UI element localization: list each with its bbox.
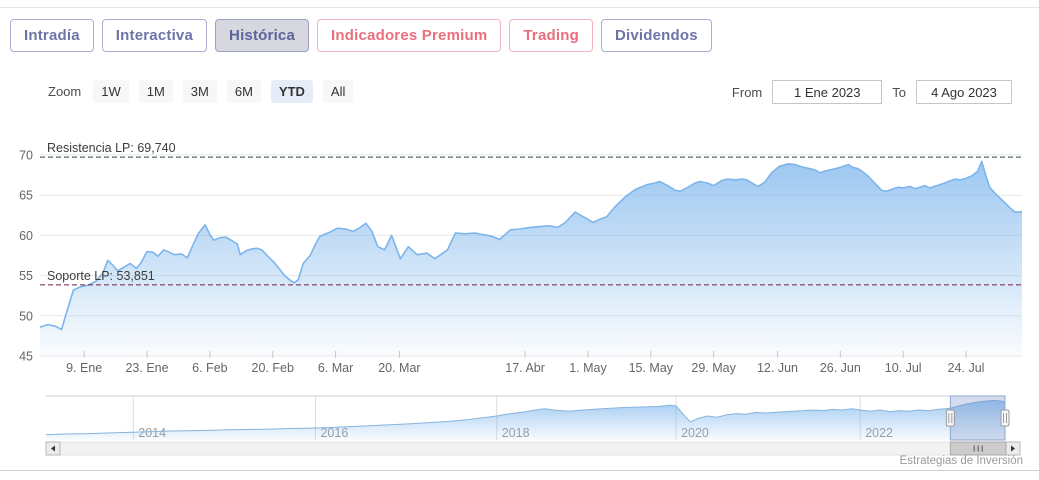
x-axis-label: 9. Ene: [66, 361, 102, 375]
x-axis-label: 24. Jul: [948, 361, 985, 375]
x-axis-label: 20. Mar: [378, 361, 420, 375]
navigator-handle-right[interactable]: [1000, 409, 1010, 427]
tab-dividendos[interactable]: Dividendos: [600, 19, 712, 52]
tab-historica[interactable]: Histórica: [215, 19, 310, 52]
zoom-button-all[interactable]: All: [322, 80, 354, 103]
x-axis-label: 1. May: [569, 361, 607, 375]
x-axis-label: 6. Mar: [318, 361, 353, 375]
level-label: Resistencia LP: 69,740: [47, 141, 176, 155]
zoom-button-3m[interactable]: 3M: [182, 80, 217, 103]
x-axis-label: 10. Jul: [885, 361, 922, 375]
bottom-divider: [0, 470, 1039, 471]
price-chart: 70 65 60 55 50 45 9. Ene 23. Ene 6. Feb 20. Feb 6.…: [19, 141, 1023, 375]
zoom-button-1w[interactable]: 1W: [93, 80, 129, 103]
to-date-input[interactable]: [916, 80, 1012, 104]
y-axis-label: 65: [19, 189, 33, 203]
zoom-label: Zoom: [48, 84, 82, 99]
x-axis-label: 26. Jun: [820, 361, 861, 375]
y-axis-label: 70: [19, 149, 33, 163]
x-axis-label: 29. May: [691, 361, 736, 375]
x-axis-label: 6. Feb: [192, 361, 227, 375]
zoom-button-ytd[interactable]: YTD: [270, 80, 313, 103]
y-axis-label: 60: [19, 229, 33, 243]
arrow-right-icon: [1011, 445, 1015, 452]
y-axis-label: 55: [19, 269, 33, 283]
price-line: [39, 160, 1023, 331]
y-axis-label: 45: [19, 350, 33, 364]
date-range-controls: From To: [732, 80, 1012, 104]
from-date-input[interactable]: [772, 80, 883, 104]
tab-intradia[interactable]: Intradía: [10, 19, 94, 52]
tab-indicadores-premium[interactable]: Indicadores Premium: [317, 19, 502, 52]
tab-trading[interactable]: Trading: [509, 19, 593, 52]
watermark-credit: Estrategias de Inversión: [899, 455, 1023, 467]
chart-type-tabs: Intradía Interactiva Histórica Indicador…: [10, 19, 712, 52]
level-label: Soporte LP: 53,851: [47, 269, 155, 283]
zoom-range-selector: Zoom 1W 1M 3M 6M YTD All: [48, 80, 354, 103]
navigator-area-series: [46, 400, 1005, 440]
zoom-button-6m[interactable]: 6M: [226, 80, 261, 103]
x-axis-label: 23. Ene: [125, 361, 168, 375]
price-area-series[interactable]: [40, 161, 1022, 356]
navigator-chart: 20142016201820202022: [45, 395, 1021, 456]
y-axis-label: 50: [19, 309, 33, 323]
navigator-line: [45, 399, 1006, 436]
x-axis-label: 20. Feb: [252, 361, 294, 375]
top-divider: [0, 7, 1039, 8]
navigator-window[interactable]: [949, 395, 1006, 441]
navigator-handle-left[interactable]: [945, 409, 955, 427]
x-axis-label: 12. Jun: [757, 361, 798, 375]
from-label: From: [731, 84, 763, 100]
x-axis-label: 17. Abr: [505, 361, 545, 375]
scrollbar-track[interactable]: [59, 441, 1007, 456]
arrow-left-icon: [51, 445, 55, 452]
tab-interactiva[interactable]: Interactiva: [101, 19, 208, 52]
x-axis-label: 15. May: [629, 361, 674, 375]
to-label: To: [892, 84, 906, 100]
zoom-button-1m[interactable]: 1M: [138, 80, 173, 103]
